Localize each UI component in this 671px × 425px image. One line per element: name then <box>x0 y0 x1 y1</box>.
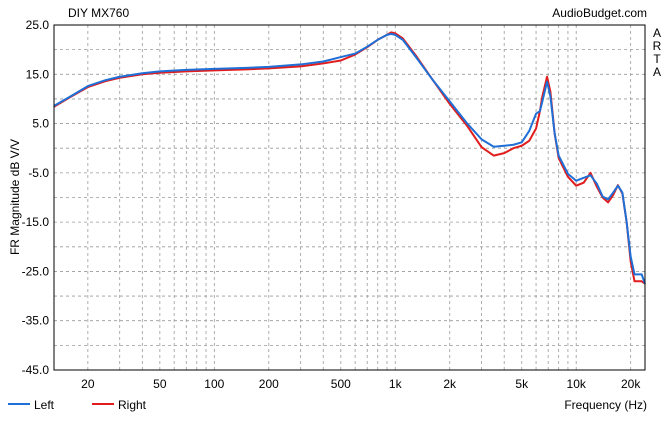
x-tick-label: 100 <box>204 377 224 391</box>
y-tick-label: -35.0 <box>22 314 50 328</box>
x-tick-label: 5k <box>515 377 529 391</box>
y-tick-label: 15.0 <box>26 67 50 81</box>
x-axis-label: Frequency (Hz) <box>564 398 647 412</box>
x-tick-label: 500 <box>331 377 351 391</box>
arta-side-label: A R T A <box>653 26 662 79</box>
x-tick-label: 10k <box>567 377 587 391</box>
y-tick-label: -25.0 <box>22 264 50 278</box>
plot-frame <box>53 24 646 371</box>
watermark-text: AudioBudget.com <box>552 6 647 20</box>
legend-label-right: Right <box>118 398 147 412</box>
chart-title: DIY MX760 <box>68 6 129 20</box>
side-letter: R <box>653 39 662 53</box>
x-tick-label: 20k <box>621 377 641 391</box>
side-letter: A <box>653 65 661 79</box>
series-line-left <box>53 32 646 285</box>
x-tick-label: 2k <box>443 377 457 391</box>
x-tick-label: 1k <box>389 377 403 391</box>
series-layer <box>53 31 646 285</box>
tick-layer: 20 50 100 200 500 1k 2k 5k 10k 20k 25.0 15.0 5.0 -5.0… <box>22 18 642 391</box>
side-letter: T <box>653 52 661 66</box>
y-tick-label: -5.0 <box>28 166 49 180</box>
y-tick-label: 25.0 <box>26 18 50 32</box>
x-tick-label: 50 <box>153 377 167 391</box>
legend-label-left: Left <box>34 398 55 412</box>
y-axis-label: FR Magnitude dB V/V <box>8 139 22 255</box>
x-tick-label: 200 <box>259 377 279 391</box>
legend: Left Right <box>8 398 147 412</box>
x-tick-label: 20 <box>81 377 95 391</box>
y-tick-label: -45.0 <box>22 363 50 377</box>
series-line-right <box>53 31 646 285</box>
y-tick-label: -15.0 <box>22 215 50 229</box>
side-letter: A <box>653 26 661 40</box>
y-tick-label: 5.0 <box>32 117 49 131</box>
